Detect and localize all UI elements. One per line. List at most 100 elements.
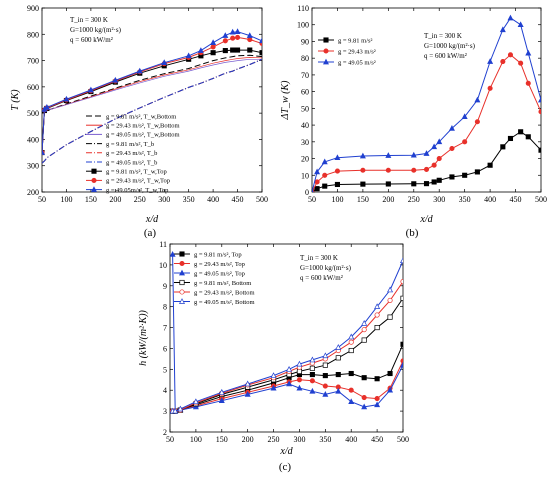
data-point xyxy=(538,96,541,103)
y-tick-label: 50 xyxy=(301,104,309,113)
y-tick-label: 80 xyxy=(301,54,309,63)
data-point xyxy=(334,154,341,161)
data-point xyxy=(259,50,262,56)
data-point xyxy=(436,177,442,183)
condition-annotation: q = 600 kW/m² xyxy=(300,274,343,282)
data-point xyxy=(63,95,70,102)
data-point xyxy=(259,37,262,44)
data-point xyxy=(361,394,367,401)
data-point xyxy=(286,365,293,372)
data-point xyxy=(507,135,514,142)
legend-label: g = 9.81 m/s², T_b xyxy=(106,141,154,148)
data-point xyxy=(462,172,468,178)
data-point xyxy=(322,352,329,359)
data-point xyxy=(448,125,455,131)
x-tick-label: 300 xyxy=(293,435,305,444)
x-tick-label: 450 xyxy=(371,435,383,444)
data-point xyxy=(322,172,328,178)
y-tick-label: 9 xyxy=(163,282,167,291)
x-tick-label: 150 xyxy=(357,195,369,204)
data-point xyxy=(321,158,328,165)
data-point xyxy=(192,403,199,410)
data-point xyxy=(296,360,303,367)
data-point xyxy=(230,35,236,41)
data-point xyxy=(461,113,468,120)
data-point xyxy=(244,380,251,387)
condition-annotation: T_in = 300 K xyxy=(70,16,108,24)
series-1 xyxy=(312,129,541,192)
x-tick-label: 500 xyxy=(256,195,268,204)
data-point xyxy=(185,52,192,59)
y-tick-label: 6 xyxy=(163,344,167,353)
data-point xyxy=(309,365,315,371)
data-point xyxy=(172,407,179,414)
series-3 xyxy=(312,14,541,192)
legend-marker xyxy=(323,37,329,43)
x-tick-label: 350 xyxy=(319,435,331,444)
data-point xyxy=(525,80,531,86)
x-tick-label: 50 xyxy=(166,435,174,444)
data-point xyxy=(286,380,293,387)
data-point xyxy=(374,325,380,331)
y-tick-label: 40 xyxy=(301,121,309,130)
data-point xyxy=(487,58,494,64)
plot-area xyxy=(170,251,403,414)
x-axis-label: x/d xyxy=(279,446,293,457)
data-point xyxy=(322,373,328,379)
legend-label: g = 29.43 m/s², T_b xyxy=(106,150,157,157)
chart-panel-2: 50 100 150 200 250 300 350 400 450 500 0 10 20 30 40 50… xyxy=(280,4,547,239)
data-point xyxy=(222,38,228,44)
data-point xyxy=(359,152,366,159)
data-point xyxy=(322,383,328,389)
legend-label: g = 9.81 m/s², T_w,Top xyxy=(106,169,167,176)
data-point xyxy=(423,181,430,187)
data-point xyxy=(474,119,480,125)
series-1 xyxy=(170,341,403,414)
data-point xyxy=(500,58,506,65)
data-point xyxy=(112,76,119,83)
data-point xyxy=(222,48,228,54)
data-point xyxy=(374,303,381,309)
y-tick-label: 110 xyxy=(297,4,309,13)
legend-label: g = 29.43 m/s², Top xyxy=(194,261,245,268)
data-point xyxy=(423,166,430,172)
data-point xyxy=(387,286,394,293)
x-tick-label: 250 xyxy=(134,195,146,204)
data-point xyxy=(411,181,417,187)
series-2 xyxy=(312,52,541,192)
data-point xyxy=(42,149,45,155)
legend-label: g = 9.81 m/s², Bottom xyxy=(194,280,251,287)
data-point xyxy=(322,183,328,189)
condition-annotation: T_in = 300 K xyxy=(424,32,462,40)
data-point xyxy=(361,319,368,326)
data-point xyxy=(436,138,443,145)
data-point xyxy=(360,167,366,173)
legend-label: g = 49.05m/s², T_w,Top xyxy=(106,187,168,194)
legend-label: g = 49.05 m/s², T_w,Bottom xyxy=(106,132,180,139)
data-point xyxy=(411,167,417,173)
x-tick-label: 450 xyxy=(232,195,244,204)
legend-label: g = 49.05 m/s², Top xyxy=(194,270,245,277)
data-point xyxy=(235,34,241,40)
data-point xyxy=(431,143,438,150)
legend-label: g = 9.81 m/s², Top xyxy=(194,251,242,258)
data-point xyxy=(334,181,340,188)
series-9 xyxy=(42,28,262,155)
data-point xyxy=(247,36,253,43)
data-point xyxy=(270,372,277,378)
data-point xyxy=(385,152,392,158)
data-point xyxy=(314,168,321,175)
data-point xyxy=(360,181,366,187)
data-point xyxy=(518,129,524,135)
x-tick-label: 350 xyxy=(459,195,471,204)
data-point xyxy=(314,179,320,185)
y-tick-label: 700 xyxy=(27,57,39,66)
legend-marker xyxy=(323,58,329,65)
legend-marker xyxy=(179,269,185,276)
x-tick-label: 100 xyxy=(60,195,72,204)
legend-label: g = 29.43 m/s², T_w,Bottom xyxy=(106,123,180,130)
series-4 xyxy=(170,295,403,414)
series-line xyxy=(172,298,403,412)
data-point xyxy=(218,388,225,395)
